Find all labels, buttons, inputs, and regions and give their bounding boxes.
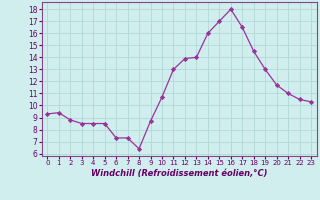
X-axis label: Windchill (Refroidissement éolien,°C): Windchill (Refroidissement éolien,°C): [91, 169, 268, 178]
